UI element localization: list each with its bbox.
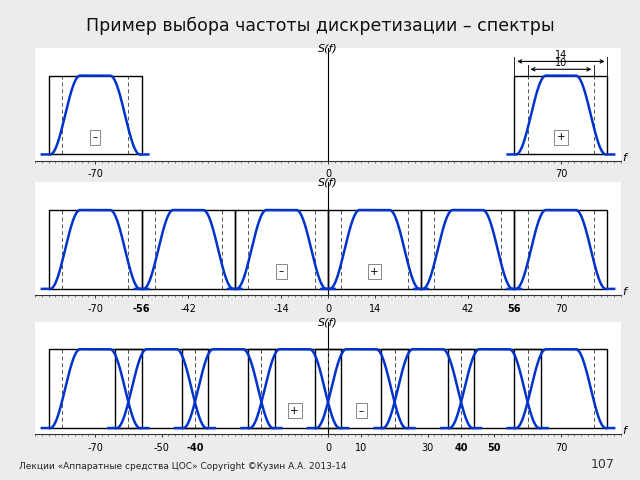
Text: +: + xyxy=(557,132,565,142)
Text: Пример выбора частоты дискретизации – спектры: Пример выбора частоты дискретизации – сп… xyxy=(86,17,554,35)
Text: S(f): S(f) xyxy=(318,317,338,327)
Text: Лекции «Аппаратные средства ЦОС» Copyright ©Кузин А.А. 2013-14: Лекции «Аппаратные средства ЦОС» Copyrig… xyxy=(19,462,347,471)
Text: f: f xyxy=(623,287,627,297)
Text: –: – xyxy=(279,266,284,276)
Text: 14: 14 xyxy=(555,50,567,60)
Text: –: – xyxy=(358,406,364,416)
Text: +: + xyxy=(371,266,379,276)
Text: S(f): S(f) xyxy=(318,178,338,188)
Text: 107: 107 xyxy=(591,458,614,471)
Text: 10: 10 xyxy=(555,58,567,68)
Text: f: f xyxy=(623,426,627,436)
Text: +: + xyxy=(291,406,299,416)
Text: f: f xyxy=(623,153,627,163)
Text: S(f): S(f) xyxy=(318,44,338,54)
Text: –: – xyxy=(92,132,98,142)
